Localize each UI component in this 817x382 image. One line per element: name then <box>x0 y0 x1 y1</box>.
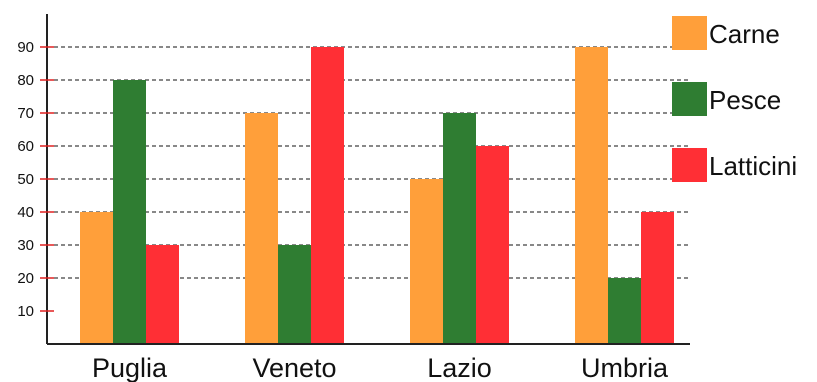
y-tick-label-10: 10 <box>17 303 34 320</box>
legend: Carne Pesce Latticini <box>672 16 797 182</box>
legend-label-carne: Carne <box>709 19 780 49</box>
legend-label-latticini: Latticini <box>709 151 797 181</box>
y-tick-label-80: 80 <box>17 72 34 89</box>
x-category-label-puglia: Puglia <box>92 353 168 382</box>
y-tick-label-20: 20 <box>17 270 34 287</box>
y-ticks: 10 20 30 40 50 60 70 80 90 <box>17 39 54 320</box>
bar-umbria-latticini <box>641 212 674 344</box>
x-category-labels: Puglia Veneto Lazio Umbria <box>92 353 669 382</box>
y-tick-label-50: 50 <box>17 171 34 188</box>
bar-lazio-pesce <box>443 113 476 344</box>
bar-lazio-latticini <box>476 146 509 344</box>
bars <box>80 47 674 344</box>
legend-swatch-carne <box>672 16 707 50</box>
x-category-label-veneto: Veneto <box>252 353 336 382</box>
legend-swatch-latticini <box>672 148 707 182</box>
y-tick-label-70: 70 <box>17 105 34 122</box>
x-category-label-lazio: Lazio <box>427 353 492 382</box>
bar-veneto-carne <box>245 113 278 344</box>
bar-veneto-latticini <box>311 47 344 344</box>
bar-puglia-carne <box>80 212 113 344</box>
x-category-label-umbria: Umbria <box>581 353 669 382</box>
bar-puglia-latticini <box>146 245 179 344</box>
legend-label-pesce: Pesce <box>709 85 781 115</box>
legend-swatch-pesce <box>672 82 707 116</box>
y-tick-label-60: 60 <box>17 138 34 155</box>
bar-umbria-carne <box>575 47 608 344</box>
bar-lazio-carne <box>410 179 443 344</box>
y-tick-label-40: 40 <box>17 204 34 221</box>
y-tick-label-30: 30 <box>17 237 34 254</box>
bar-puglia-pesce <box>113 80 146 344</box>
y-tick-label-90: 90 <box>17 39 34 56</box>
bar-umbria-pesce <box>608 278 641 344</box>
bar-veneto-pesce <box>278 245 311 344</box>
